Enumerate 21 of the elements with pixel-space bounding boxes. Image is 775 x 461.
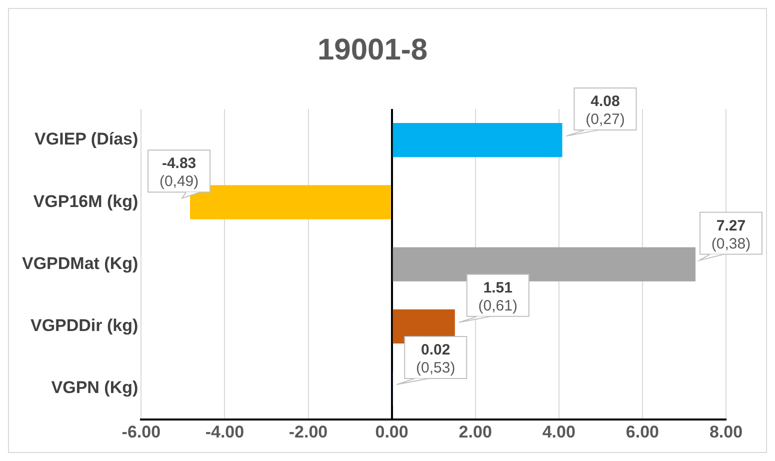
x-tick-label: -6.00 xyxy=(122,422,161,442)
x-tick-label: -4.00 xyxy=(205,422,244,442)
x-tick-label: 6.00 xyxy=(626,422,659,442)
bar xyxy=(392,122,562,158)
y-tick-label: VGPDMat (Kg) xyxy=(22,254,138,273)
data-label: 0.02 (0,53) xyxy=(416,342,456,377)
data-label: 1.51 (0,61) xyxy=(478,279,518,314)
bar xyxy=(392,247,696,282)
y-tick-label: VGPN (Kg) xyxy=(51,378,138,398)
x-tick-label: -2.00 xyxy=(288,422,328,442)
y-tick-label: VGIEP (Días) xyxy=(34,130,138,149)
y-tick-label: VGP16M (kg) xyxy=(33,192,138,211)
data-label: 7.27 (0,38) xyxy=(711,217,751,252)
data-label: 4.08 (0,27) xyxy=(586,93,625,128)
y-tick-label: VGPDDir (kg) xyxy=(30,316,138,336)
x-tick-label: 4.00 xyxy=(542,422,576,442)
x-tick-label: 2.00 xyxy=(458,422,492,442)
x-tick-label: 0.00 xyxy=(375,422,408,442)
x-tick-label: 8.00 xyxy=(709,422,743,442)
chart-title: 19001-8 xyxy=(317,33,428,66)
data-label: -4.83 (0,49) xyxy=(159,155,199,190)
